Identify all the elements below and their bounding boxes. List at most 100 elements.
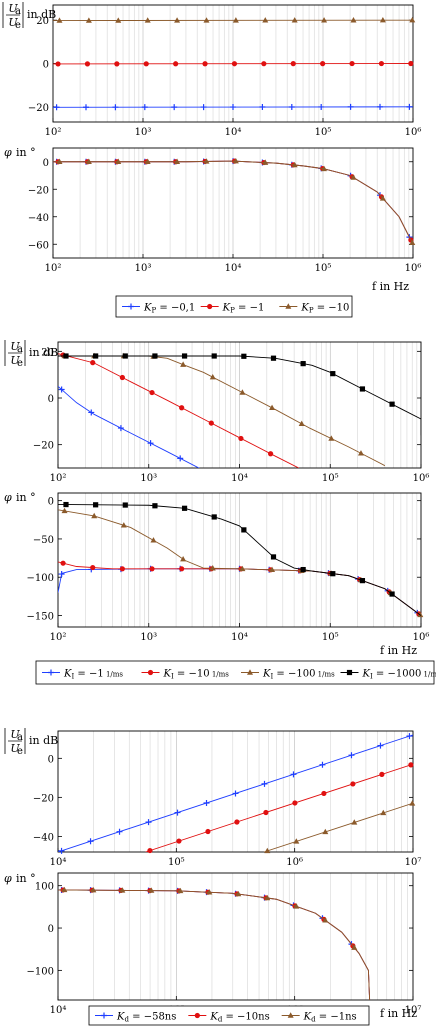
x-tick-label: 10²: [50, 632, 67, 643]
y-tick-label: 0: [43, 158, 49, 169]
series-marker: [378, 60, 385, 67]
denominator: U: [10, 742, 20, 755]
series-marker: [330, 571, 336, 577]
series-marker: [53, 104, 60, 111]
series-marker: [379, 195, 386, 201]
series-marker: [58, 571, 65, 578]
series-marker: [211, 353, 217, 359]
series-marker: [319, 761, 326, 768]
chart-panel-6: −100010010⁴10⁵10⁶10⁷: [27, 872, 421, 1016]
series-marker: [200, 104, 207, 111]
legend-2: KI = −1 1/ms KI = −10 1/ms KI = −100 1/ms K…: [35, 660, 436, 685]
series-marker: [380, 809, 387, 816]
y-tick-label: −60: [28, 240, 49, 251]
legend-marker: [346, 669, 353, 676]
series-marker: [318, 103, 325, 110]
x-tick-label: 10⁶: [413, 473, 430, 484]
y-tick-label: −40: [28, 213, 49, 224]
denominator-sub: e: [17, 358, 23, 369]
legend-marker: [48, 669, 54, 676]
series-marker: [114, 61, 120, 67]
series-marker: [203, 800, 210, 807]
series-marker: [269, 404, 276, 411]
series-marker: [350, 781, 356, 787]
x-tick-label: 10⁵: [322, 632, 339, 643]
series-marker: [359, 386, 366, 392]
x-tick-label: 10⁷: [405, 857, 422, 868]
denominator-sub: e: [17, 746, 23, 757]
series-marker: [90, 564, 96, 571]
legend-label: KI = −1 1/ms: [63, 669, 123, 681]
series-marker: [321, 17, 328, 23]
y-tick-label: 0: [48, 754, 54, 765]
x-tick-label: 10⁵: [168, 857, 185, 868]
denominator: U: [8, 16, 18, 29]
series-marker: [119, 566, 125, 572]
series-marker: [208, 420, 214, 426]
series-marker: [359, 578, 366, 584]
x-tick-label: 10³: [135, 263, 152, 274]
series-marker: [291, 17, 298, 23]
y-tick-label: −100: [27, 966, 54, 977]
series-marker: [234, 819, 240, 825]
y-tick-label: −20: [28, 103, 49, 114]
series-marker: [56, 17, 63, 23]
legend-entry: KI = −1 1/ms: [42, 669, 123, 681]
series-marker: [177, 455, 184, 462]
legend-box: [115, 295, 353, 318]
x-tick-label: 10⁶: [405, 263, 422, 274]
series-marker: [145, 819, 152, 826]
legend-3: Kd = −58ns Kd = −10ns Kd = −1ns: [88, 1005, 370, 1026]
series-marker: [206, 889, 213, 895]
series-marker: [171, 104, 178, 111]
x-tick-label: 10⁴: [231, 632, 248, 643]
series-marker: [211, 514, 217, 520]
series-marker: [119, 887, 126, 893]
x-tick-label: 10⁶: [413, 632, 430, 643]
phi-label-2: φ in °: [4, 491, 36, 504]
series-marker: [239, 389, 246, 395]
legend-entry: KP = −10: [279, 303, 349, 315]
series-marker: [231, 61, 238, 67]
series-marker: [406, 733, 413, 740]
series-marker: [409, 800, 416, 806]
series-line: [58, 504, 421, 616]
series-marker: [238, 435, 244, 442]
legend-entry: Kd = −10ns: [188, 1012, 270, 1024]
series-marker: [350, 174, 357, 180]
series-marker: [209, 565, 216, 571]
series-1: [58, 733, 413, 854]
series-marker: [90, 360, 96, 366]
series-4: [58, 353, 421, 436]
series-1: [58, 385, 200, 468]
series-marker: [389, 401, 395, 407]
series-marker: [180, 555, 187, 562]
legend-marker: [194, 1012, 200, 1019]
series-marker: [232, 790, 239, 797]
series-marker: [63, 501, 69, 508]
x-tick-label: 10³: [135, 127, 152, 138]
x-tick-label: 10²: [45, 127, 62, 138]
series-marker: [379, 17, 386, 23]
series-marker: [270, 355, 277, 361]
series-line: [263, 802, 413, 852]
series-marker: [241, 527, 247, 533]
phi-unit: in °: [16, 491, 36, 504]
legend-label: Kd = −10ns: [209, 1012, 269, 1024]
y-tick-label: −20: [33, 793, 54, 804]
series-marker: [93, 502, 99, 508]
series-marker: [235, 890, 242, 897]
legend-box: [35, 660, 435, 685]
series-marker: [292, 800, 298, 806]
series-marker: [149, 389, 155, 396]
series-marker: [290, 771, 297, 778]
x-tick-label: 10²: [50, 473, 67, 484]
x-tick-label: 10⁶: [405, 127, 422, 138]
series-marker: [205, 828, 211, 835]
x-tick-label: 10⁴: [231, 473, 248, 484]
y-tick-label: −50: [33, 535, 54, 546]
chart-panel-1: −20 0 20 10² 10³ 10⁴ 10⁵ 10⁶: [28, 4, 422, 138]
series-1: [58, 886, 371, 1000]
series-marker: [60, 560, 66, 566]
series-marker: [232, 17, 239, 23]
